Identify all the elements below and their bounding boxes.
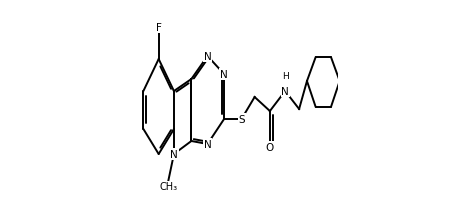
Text: O: O (266, 142, 274, 152)
Text: N: N (220, 70, 228, 80)
Text: N: N (204, 52, 212, 62)
Text: N: N (281, 86, 289, 96)
Text: F: F (156, 23, 162, 33)
Text: N: N (204, 139, 212, 149)
Text: CH₃: CH₃ (159, 181, 177, 191)
Text: S: S (238, 114, 245, 124)
Text: N: N (170, 149, 178, 159)
Text: H: H (282, 72, 289, 81)
